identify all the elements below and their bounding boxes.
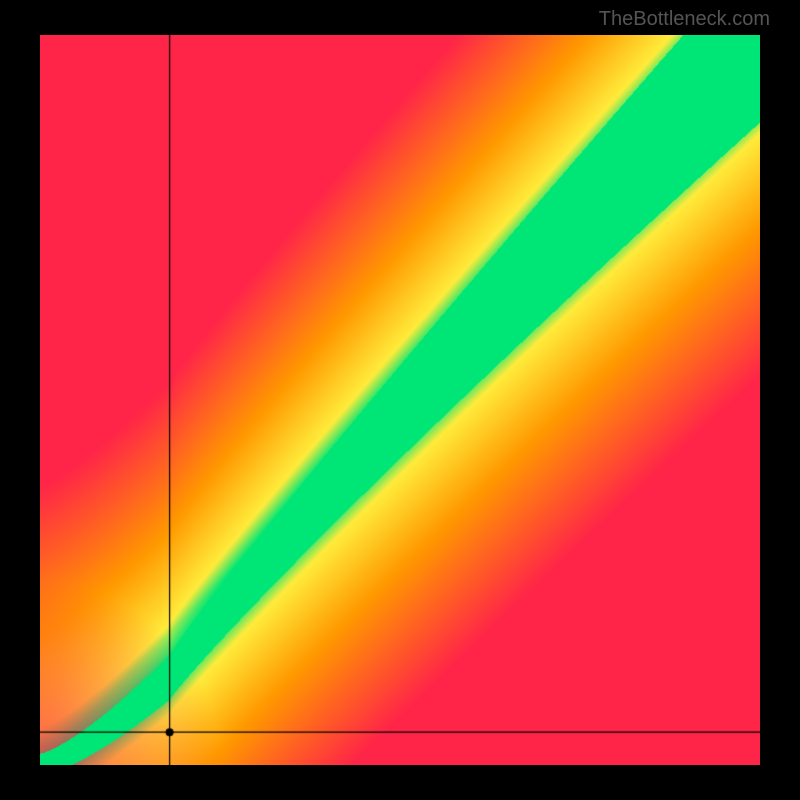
bottleneck-heatmap [40,35,760,765]
heatmap-canvas [40,35,760,765]
watermark-text: TheBottleneck.com [599,8,770,31]
